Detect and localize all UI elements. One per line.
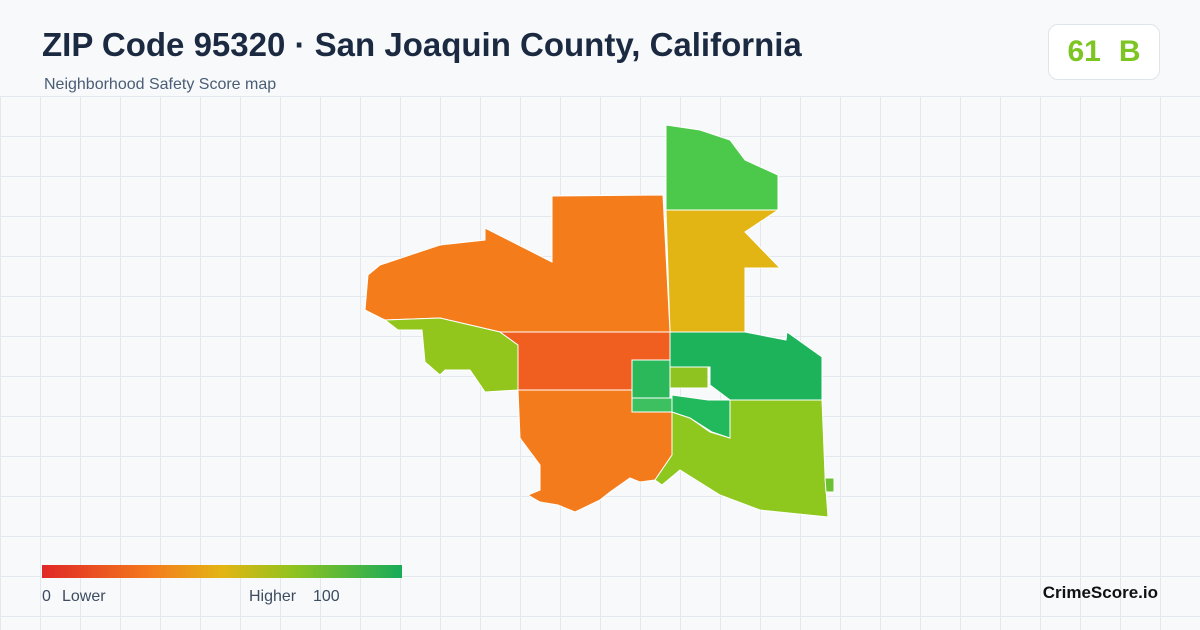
grade: B	[1118, 35, 1141, 68]
region	[669, 366, 709, 389]
brand: CrimeScore.io	[1042, 583, 1158, 602]
title: ZIP Code 95320 · San Joaquin County, Cal…	[42, 26, 802, 63]
region	[665, 209, 782, 333]
legend-max-label: Higher	[249, 588, 297, 605]
region	[824, 477, 835, 493]
region	[631, 359, 671, 399]
legend-min: 0	[42, 588, 51, 605]
region	[665, 124, 779, 211]
header	[0, 0, 1200, 96]
score: 61	[1067, 35, 1101, 68]
legend-max: 100	[313, 588, 340, 605]
subtitle: Neighborhood Safety Score map	[44, 76, 277, 93]
region	[364, 194, 671, 333]
legend-gradient	[42, 565, 402, 578]
legend-min-label: Lower	[62, 588, 106, 605]
score-badge: 61 B	[1048, 24, 1160, 80]
region	[671, 394, 731, 439]
region	[631, 397, 673, 413]
region	[654, 399, 829, 518]
region	[669, 331, 823, 401]
